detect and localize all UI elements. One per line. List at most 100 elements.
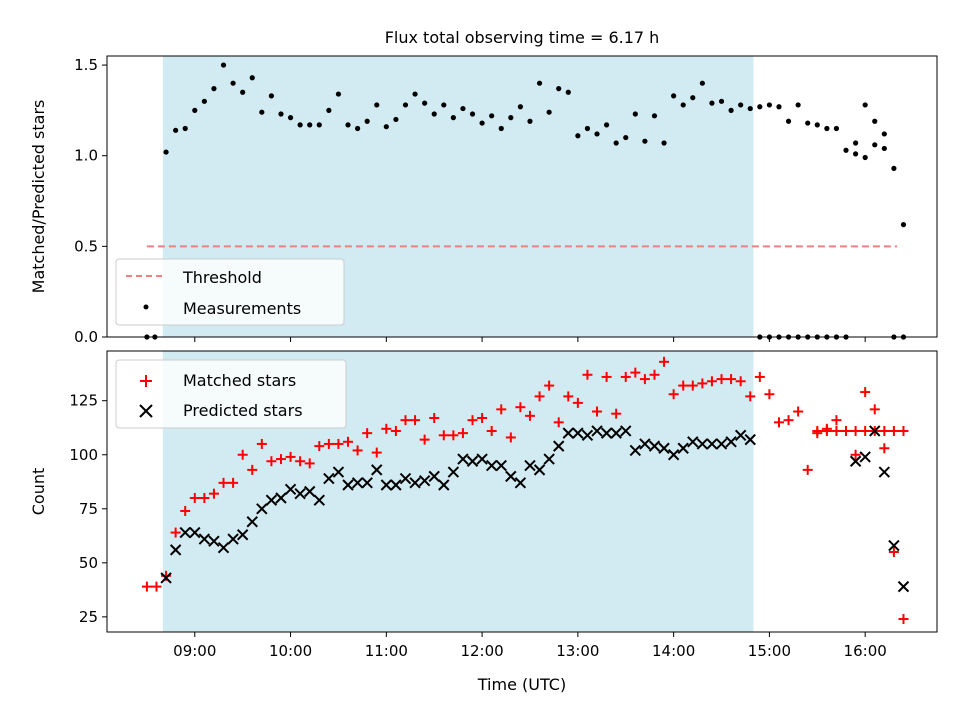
measurement-point <box>393 116 399 123</box>
predicted-point <box>677 442 689 454</box>
measurement-point <box>498 125 504 132</box>
x-tick-label: 15:00 <box>748 642 791 660</box>
measurement-point <box>144 334 150 340</box>
measurement-point <box>192 107 198 113</box>
matched-point <box>850 425 861 436</box>
matched-point <box>371 447 382 458</box>
measurement-point <box>575 133 581 139</box>
matched-point <box>831 425 842 436</box>
matched-point <box>237 449 248 460</box>
x-tick-label: 09:00 <box>173 642 216 660</box>
predicted-point <box>715 438 728 450</box>
measurement-point <box>862 154 868 161</box>
x-tick-label: 14:00 <box>652 642 695 660</box>
measurement-point <box>709 100 715 106</box>
predicted-point <box>706 438 718 450</box>
measurement-point <box>881 131 887 137</box>
predicted-point <box>438 479 450 491</box>
measurement-point <box>757 334 763 340</box>
matched-point <box>639 374 650 385</box>
measurement-point <box>843 147 849 153</box>
predicted-point <box>284 483 297 496</box>
measurement-point <box>422 100 428 106</box>
measurement-point <box>843 334 849 340</box>
matched-point <box>189 492 200 503</box>
measurement-point <box>900 334 907 340</box>
matched-point <box>793 406 804 417</box>
x-axis-label: Time (UTC) <box>477 675 566 694</box>
measurement-point <box>460 105 466 112</box>
matched-point <box>544 380 555 391</box>
matched-point <box>611 408 622 419</box>
matched-point <box>208 488 219 499</box>
predicted-legend-label: Predicted stars <box>183 401 303 420</box>
matched-point <box>467 415 478 426</box>
measurement-point <box>728 107 734 113</box>
measurement-point <box>891 165 897 171</box>
measurement-point <box>307 122 313 128</box>
matched-point <box>438 430 449 441</box>
matched-point <box>678 380 689 391</box>
y-tick-label: 0.5 <box>74 237 98 255</box>
matched-point <box>668 389 679 400</box>
y-tick-label: 1.0 <box>74 147 98 165</box>
predicted-point <box>179 526 191 539</box>
predicted-point <box>629 444 642 457</box>
measurement-point <box>335 91 342 97</box>
bottom-legend: Matched stars Predicted stars <box>115 359 347 429</box>
measurement-point <box>671 93 677 99</box>
measurement-point <box>891 334 897 340</box>
measurement-point <box>632 111 638 117</box>
measurement-point <box>536 80 543 86</box>
matched-point <box>457 428 468 439</box>
measurement-point <box>287 115 294 121</box>
measurement-point <box>412 91 418 97</box>
matched-point <box>898 614 909 625</box>
predicted-point <box>687 436 699 448</box>
matched-point <box>869 404 880 415</box>
x-tick-label: 10:00 <box>269 642 312 660</box>
measurement-point <box>824 125 830 132</box>
predicted-point <box>476 453 488 465</box>
predicted-point <box>380 479 393 491</box>
predicted-point <box>581 429 594 442</box>
measurement-point <box>805 120 811 126</box>
predicted-point <box>457 453 469 465</box>
x-tick-label: 13:00 <box>556 642 599 660</box>
matched-point <box>199 492 210 503</box>
matched-point <box>285 451 296 462</box>
matched-point <box>726 374 737 385</box>
measurement-point <box>795 334 801 340</box>
matched-point <box>505 432 516 443</box>
matched-point <box>218 477 229 488</box>
matched-point <box>582 369 593 380</box>
measurement-point <box>441 102 447 108</box>
predicted-point <box>524 459 536 472</box>
matched-point <box>898 425 909 436</box>
chart-title: Flux total observing time = 6.17 h <box>385 28 660 47</box>
measurement-point <box>326 107 332 113</box>
predicted-point <box>562 427 574 439</box>
measurement-point <box>278 111 284 117</box>
matched-point <box>477 413 488 424</box>
measurement-point <box>680 102 686 108</box>
predicted-point <box>610 427 622 439</box>
predicted-point <box>572 427 584 439</box>
x-tick-label: 11:00 <box>365 642 408 660</box>
predicted-point <box>361 477 373 489</box>
predicted-point <box>227 533 239 545</box>
measurement-point <box>240 89 246 95</box>
matched-point <box>821 425 832 436</box>
matched-point <box>429 413 440 424</box>
predicted-point <box>246 516 258 528</box>
matched-point <box>496 404 507 415</box>
measurement-point <box>862 102 868 108</box>
measurement-point <box>565 89 571 95</box>
matched-point <box>764 389 775 400</box>
predicted-point <box>466 455 479 467</box>
matched-point <box>860 387 871 398</box>
matched-point <box>448 430 459 441</box>
y-tick-label: 75 <box>79 500 98 518</box>
measurement-point <box>489 113 495 119</box>
predicted-legend-swatch <box>139 404 153 418</box>
